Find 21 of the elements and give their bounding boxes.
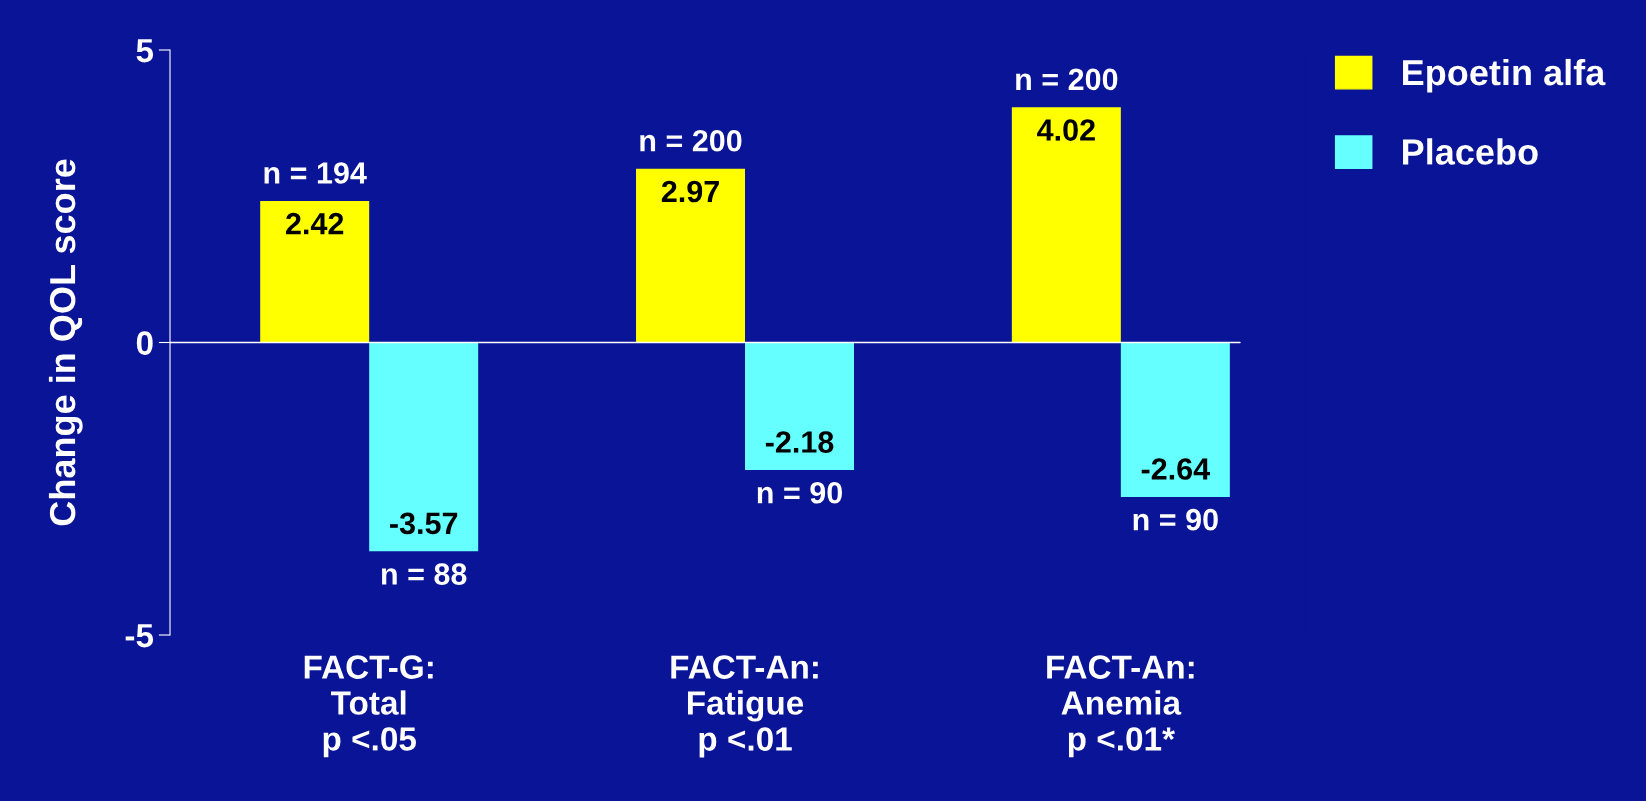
annotation: n = 194 bbox=[264, 162, 367, 184]
y-tick-label: 5 bbox=[136, 39, 154, 63]
data-label: 2.97 bbox=[661, 180, 719, 203]
data-label: 2.42 bbox=[286, 212, 344, 235]
annotation: n = 200 bbox=[1016, 68, 1118, 91]
data-label: -2.64 bbox=[1141, 458, 1210, 480]
data-label: -2.18 bbox=[765, 431, 834, 453]
legend-label: Placebo bbox=[1403, 138, 1538, 165]
annotation: n = 200 bbox=[640, 129, 742, 152]
annotation: n = 88 bbox=[381, 563, 467, 585]
data-label: 4.02 bbox=[1037, 119, 1095, 141]
y-tick-label: -5 bbox=[125, 624, 154, 648]
x-tick-label: FACT-An: Anemia p <.01* bbox=[1047, 655, 1194, 758]
x-tick-label: FACT-An: Fatigue p <.01 bbox=[671, 655, 818, 758]
legend-label: Epoetin alfa bbox=[1403, 58, 1606, 93]
x-tick-label: FACT-G: Total p <.05 bbox=[304, 655, 433, 758]
y-axis-title: Change in QOL score bbox=[48, 159, 83, 526]
y-tick-label: 0 bbox=[136, 331, 153, 355]
annotation: n = 90 bbox=[1133, 508, 1218, 531]
data-label: -3.57 bbox=[390, 512, 458, 535]
annotation: n = 90 bbox=[757, 481, 842, 504]
